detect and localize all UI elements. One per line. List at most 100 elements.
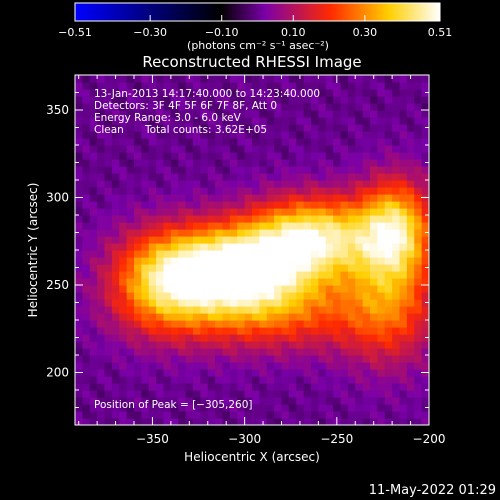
heatmap-pixel bbox=[281, 285, 290, 293]
heatmap-pixel bbox=[266, 103, 275, 111]
heatmap-pixel bbox=[111, 334, 120, 342]
heatmap-pixel bbox=[281, 250, 290, 258]
heatmap-pixel bbox=[229, 250, 238, 258]
heatmap-pixel bbox=[303, 124, 312, 132]
heatmap-pixel bbox=[200, 327, 209, 335]
heatmap-pixel bbox=[156, 278, 165, 286]
heatmap-pixel bbox=[311, 222, 319, 230]
heatmap-pixel bbox=[104, 145, 113, 153]
heatmap-pixel bbox=[347, 201, 356, 209]
heatmap-pixel bbox=[170, 257, 179, 265]
heatmap-pixel bbox=[89, 215, 98, 223]
heatmap-pixel bbox=[288, 397, 297, 405]
heatmap-pixel bbox=[178, 222, 187, 230]
heatmap-pixel bbox=[244, 411, 253, 419]
heatmap-pixel bbox=[244, 82, 253, 90]
heatmap-pixel bbox=[406, 285, 415, 293]
heatmap-pixel bbox=[134, 89, 142, 97]
heatmap-pixel bbox=[185, 404, 194, 412]
heatmap-pixel bbox=[82, 89, 91, 97]
heatmap-pixel bbox=[311, 187, 319, 195]
heatmap-pixel bbox=[318, 313, 327, 321]
heatmap-pixel bbox=[370, 82, 378, 90]
heatmap-pixel bbox=[362, 243, 371, 251]
heatmap-pixel bbox=[392, 222, 401, 230]
heatmap-pixel bbox=[414, 306, 423, 314]
heatmap-pixel bbox=[288, 152, 297, 160]
heatmap-pixel bbox=[193, 418, 201, 425]
heatmap-pixel bbox=[104, 355, 113, 363]
heatmap-pixel bbox=[178, 187, 187, 195]
heatmap-pixel bbox=[362, 110, 371, 118]
heatmap-pixel bbox=[406, 145, 415, 153]
heatmap-pixel bbox=[414, 404, 423, 412]
heatmap-pixel bbox=[104, 383, 113, 391]
heatmap-pixel bbox=[178, 355, 187, 363]
heatmap-pixel bbox=[200, 313, 209, 321]
heatmap-pixel bbox=[229, 285, 238, 293]
heatmap-pixel bbox=[134, 194, 142, 202]
heatmap-pixel bbox=[141, 201, 150, 209]
heatmap-pixel bbox=[266, 362, 275, 370]
heatmap-pixel bbox=[148, 159, 157, 167]
heatmap-pixel bbox=[134, 75, 142, 83]
heatmap-pixel bbox=[325, 236, 334, 244]
heatmap-pixel bbox=[229, 222, 238, 230]
heatmap-pixel bbox=[347, 292, 356, 300]
heatmap-pixel bbox=[134, 327, 142, 335]
heatmap-pixel bbox=[104, 159, 113, 167]
heatmap-pixel bbox=[311, 418, 319, 425]
heatmap-pixel bbox=[303, 271, 312, 279]
date-stamp: 11-May-2022 01:29 bbox=[369, 483, 496, 498]
heatmap-pixel bbox=[215, 355, 224, 363]
heatmap-pixel bbox=[340, 362, 349, 370]
heatmap-pixel bbox=[126, 341, 135, 349]
heatmap-pixel bbox=[119, 278, 128, 286]
heatmap-pixel bbox=[318, 145, 327, 153]
heatmap-pixel bbox=[156, 82, 165, 90]
heatmap-pixel bbox=[222, 243, 231, 251]
heatmap-pixel bbox=[325, 327, 334, 335]
heatmap-pixel bbox=[119, 229, 128, 237]
heatmap-pixel bbox=[311, 397, 319, 405]
heatmap-pixel bbox=[111, 173, 120, 181]
heatmap-pixel bbox=[111, 152, 120, 160]
heatmap-pixel bbox=[406, 383, 415, 391]
heatmap-pixel bbox=[104, 138, 113, 146]
heatmap-pixel bbox=[200, 369, 209, 377]
heatmap-pixel bbox=[170, 327, 179, 335]
heatmap-pixel bbox=[333, 320, 342, 328]
heatmap-pixel bbox=[185, 278, 194, 286]
heatmap-pixel bbox=[237, 243, 246, 251]
heatmap-pixel bbox=[126, 292, 135, 300]
heatmap-pixel bbox=[288, 292, 297, 300]
heatmap-pixel bbox=[274, 404, 283, 412]
heatmap-pixel bbox=[200, 264, 209, 272]
heatmap-pixel bbox=[119, 236, 128, 244]
heatmap-pixel bbox=[325, 187, 334, 195]
heatmap-pixel bbox=[244, 418, 253, 425]
heatmap-pixel bbox=[347, 320, 356, 328]
heatmap-pixel bbox=[274, 327, 283, 335]
heatmap-pixel bbox=[134, 341, 142, 349]
heatmap-pixel bbox=[414, 383, 423, 391]
heatmap-pixel bbox=[141, 327, 150, 335]
heatmap-pixel bbox=[266, 299, 275, 307]
heatmap-pixel bbox=[111, 110, 120, 118]
heatmap-pixel bbox=[244, 292, 253, 300]
heatmap-pixel bbox=[229, 180, 238, 188]
heatmap-pixel bbox=[362, 320, 371, 328]
heatmap-pixel bbox=[318, 222, 327, 230]
heatmap-pixel bbox=[399, 369, 408, 377]
heatmap-pixel bbox=[252, 166, 260, 174]
heatmap-pixel bbox=[392, 418, 401, 425]
heatmap-pixel bbox=[82, 362, 91, 370]
heatmap-pixel bbox=[347, 117, 356, 125]
heatmap-pixel bbox=[111, 397, 120, 405]
heatmap-pixel bbox=[347, 152, 356, 160]
heatmap-pixel bbox=[281, 383, 290, 391]
heatmap-pixel bbox=[237, 117, 246, 125]
heatmap-pixel bbox=[163, 194, 172, 202]
heatmap-pixel bbox=[384, 341, 393, 349]
heatmap-pixel bbox=[104, 271, 113, 279]
